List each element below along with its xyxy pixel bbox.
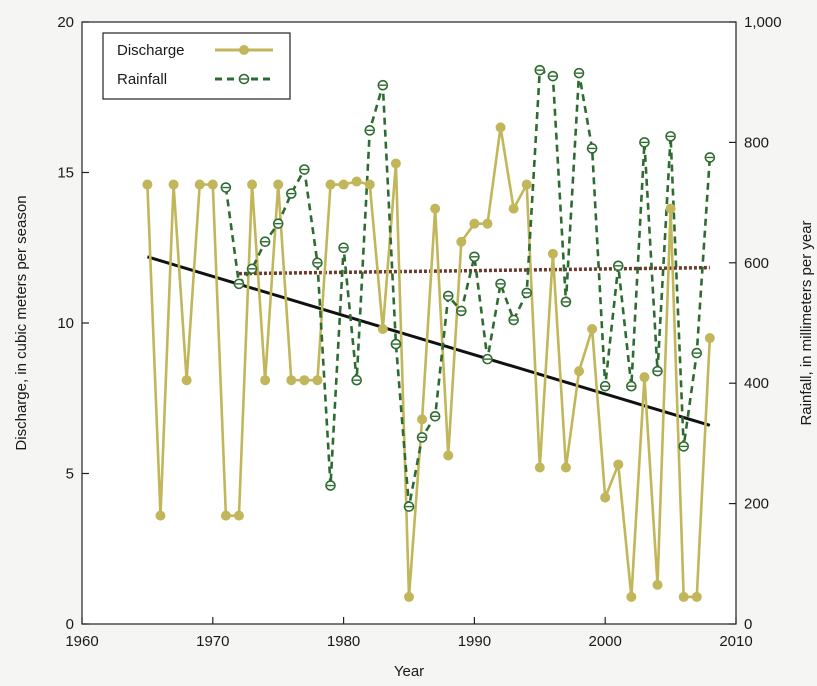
- data-point-discharge: [325, 179, 336, 190]
- data-point-discharge: [207, 179, 218, 190]
- data-point-discharge: [495, 122, 506, 133]
- y-left-tick-label: 10: [57, 315, 74, 332]
- series-line-discharge: [146, 126, 712, 599]
- data-point-discharge: [534, 462, 545, 473]
- data-point-discharge: [168, 179, 179, 190]
- x-tick-label: 1980: [327, 633, 360, 650]
- data-point-discharge: [364, 179, 375, 190]
- data-point-discharge: [247, 179, 258, 190]
- data-point-discharge: [338, 179, 349, 190]
- data-point-discharge: [691, 591, 702, 602]
- data-point-discharge: [181, 375, 192, 386]
- data-point-discharge: [377, 324, 388, 335]
- x-tick-label: 1970: [196, 633, 229, 650]
- data-point-discharge: [233, 510, 244, 521]
- data-point-discharge: [404, 591, 414, 602]
- y-axis-left: 0 5 10 15 20: [57, 14, 89, 633]
- x-axis-title: Year: [394, 663, 424, 680]
- data-point-discharge: [430, 203, 441, 214]
- data-point-discharge: [286, 375, 297, 386]
- data-point-discharge: [613, 459, 624, 470]
- data-point-discharge: [678, 591, 689, 602]
- y-right-tick-label: 0: [744, 616, 752, 633]
- data-point-discharge: [587, 324, 598, 335]
- legend-marker-discharge: [239, 45, 249, 55]
- y-right-tick-label: 200: [744, 496, 769, 513]
- legend-label-discharge: Discharge: [117, 42, 185, 59]
- data-point-discharge: [417, 414, 428, 425]
- data-point-discharge: [142, 179, 153, 190]
- legend-box: [102, 32, 291, 100]
- legend: Discharge Rainfall: [102, 32, 291, 100]
- y-right-tick-label: 800: [744, 134, 769, 151]
- plot-area: [81, 21, 737, 625]
- data-point-discharge: [574, 366, 585, 377]
- data-point-discharge: [390, 158, 401, 169]
- y-right-tick-label: 1,000: [744, 14, 782, 31]
- data-point-discharge: [560, 462, 571, 473]
- data-point-discharge: [639, 372, 650, 383]
- x-tick-label: 2010: [719, 633, 752, 650]
- data-point-discharge: [273, 179, 284, 190]
- series-line-rainfall: [224, 68, 712, 508]
- x-tick-label: 1960: [65, 633, 98, 650]
- data-point-discharge: [312, 375, 323, 386]
- data-point-discharge: [351, 176, 362, 187]
- y-left-tick-label: 20: [57, 14, 74, 31]
- data-point-discharge: [482, 218, 493, 229]
- data-point-discharge: [194, 179, 205, 190]
- data-point-discharge: [155, 510, 166, 521]
- data-point-discharge: [299, 375, 310, 386]
- y-left-tick-label: 15: [57, 165, 74, 182]
- y-right-tick-label: 400: [744, 375, 769, 392]
- y-axis-right: 0 200 400 600 800 1,000: [729, 14, 782, 633]
- data-point-discharge: [652, 579, 663, 590]
- y-axis-left-title: Discharge, in cubic meters per season: [13, 195, 30, 450]
- data-point-discharge: [469, 218, 480, 229]
- data-point-discharge: [260, 375, 271, 386]
- y-left-tick-label: 5: [66, 466, 74, 483]
- y-axis-right-title: Rainfall, in millimeters per year: [798, 220, 815, 425]
- series-group: [142, 64, 716, 602]
- trend-line-rainfall: [238, 265, 710, 276]
- data-point-discharge: [600, 492, 611, 503]
- x-tick-label: 2000: [589, 633, 622, 650]
- data-point-discharge: [456, 236, 467, 247]
- data-point-discharge: [704, 333, 715, 344]
- y-right-tick-label: 600: [744, 255, 769, 272]
- data-point-discharge: [443, 450, 454, 461]
- x-tick-label: 1990: [458, 633, 491, 650]
- legend-label-rainfall: Rainfall: [117, 71, 167, 88]
- data-point-discharge: [626, 591, 637, 602]
- data-point-discharge: [665, 203, 676, 214]
- data-point-discharge: [521, 179, 532, 190]
- data-point-discharge: [508, 203, 519, 214]
- data-point-discharge: [220, 510, 231, 521]
- x-axis: 1960 1970 1980 1990 2000 2010: [65, 617, 753, 650]
- y-left-tick-label: 0: [66, 616, 74, 633]
- data-point-discharge: [547, 248, 558, 259]
